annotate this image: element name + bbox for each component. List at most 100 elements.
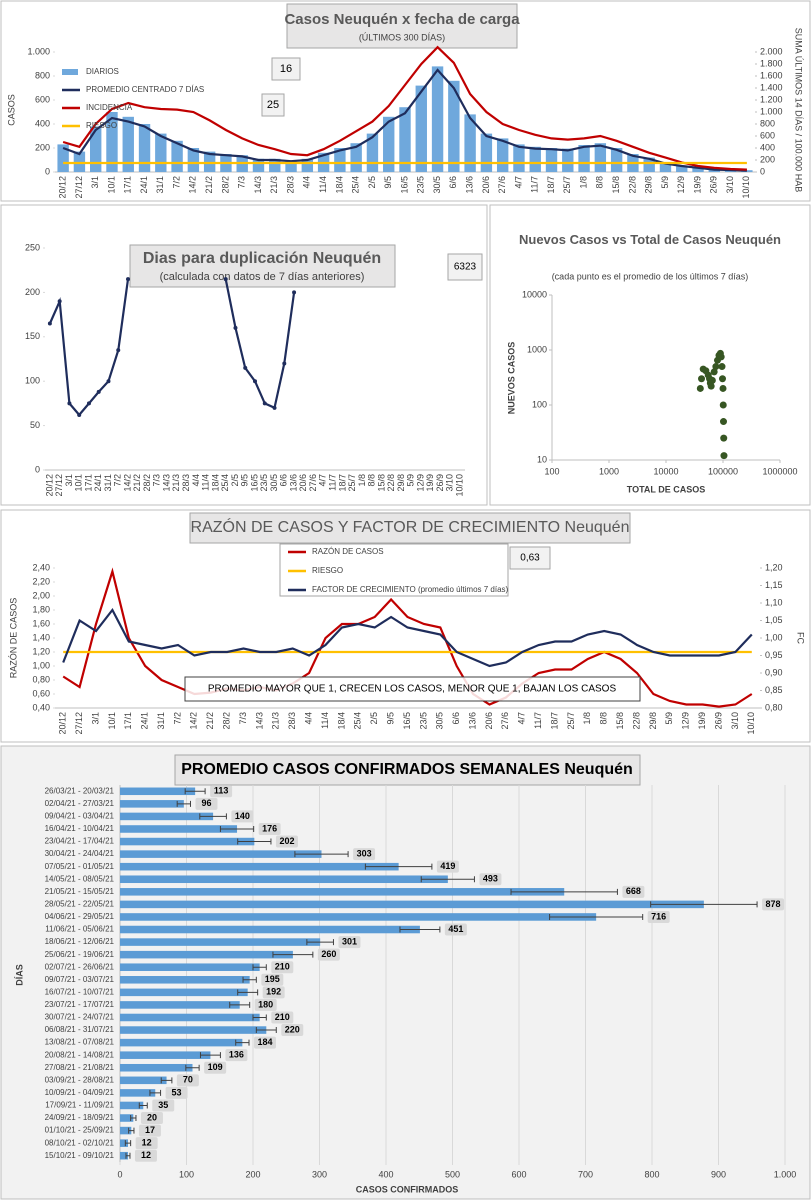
x-tick-label: 19/9: [692, 176, 702, 194]
data-label-box: [317, 948, 340, 961]
y-tick-label: 800: [35, 70, 50, 80]
line: [62, 567, 753, 708]
x-tick-label: 25/4: [351, 176, 361, 194]
x-tick-label: 10000: [653, 466, 678, 476]
x-tick-label: 25/7: [347, 474, 357, 492]
point: [720, 452, 728, 460]
bar: [269, 158, 281, 172]
y2-tick-label: 1,10: [765, 597, 783, 607]
bar: [659, 162, 672, 172]
point: [96, 389, 101, 394]
bar: [334, 148, 346, 172]
y2-tick-label: 0,80: [765, 702, 783, 712]
bar: [448, 80, 460, 172]
error-bar: [237, 989, 259, 996]
data-label: 35: [158, 1100, 168, 1110]
error-bar: [650, 901, 758, 908]
bar: [203, 151, 216, 172]
y-tick-label: 24/09/21 - 18/09/21: [45, 1113, 115, 1122]
chart-subtitle: (ÚLTIMOS 300 DÍAS): [359, 32, 445, 42]
y-tick-label: 1,40: [32, 632, 50, 642]
point: [717, 353, 725, 361]
point: [719, 384, 727, 392]
bar: [120, 900, 704, 909]
error-bar: [128, 1127, 135, 1134]
x-tick-label: 600: [511, 1169, 526, 1179]
x-tick-label: 21/3: [271, 712, 281, 730]
data-label-box: [258, 822, 281, 835]
x-tick-label: 15/8: [615, 712, 625, 730]
data-label-box: [262, 986, 285, 999]
y2-tick-label: 0,95: [765, 650, 783, 660]
data-label-box: [140, 1112, 163, 1125]
y-tick-label: 1,20: [32, 646, 50, 656]
x-tick-label: 14/3: [253, 176, 263, 194]
y-tick-label: 23/04/21 - 17/04/21: [45, 837, 115, 846]
x-tick-label: 1/8: [357, 474, 367, 487]
point: [116, 348, 121, 353]
x-tick-label: 20/12: [44, 474, 54, 497]
y-tick-label: 1000: [527, 344, 547, 354]
legend-label: DIARIOS: [86, 67, 119, 76]
x-tick-label: 10/1: [107, 712, 117, 730]
bar: [383, 116, 395, 172]
x-tick-label: 25/4: [220, 474, 230, 492]
error-bar: [199, 1052, 221, 1059]
x-tick-label: 10/1: [74, 474, 84, 492]
x-tick-label: 11/7: [328, 474, 338, 491]
x-tick-label: 21/2: [132, 474, 142, 492]
annotation-box: [261, 93, 285, 117]
y2-tick-label: 1.200: [760, 94, 783, 104]
x-tick-label: 12/9: [681, 712, 691, 730]
x-tick-label: 20/6: [481, 176, 491, 194]
x-tick-label: 18/7: [549, 712, 559, 730]
x-tick-label: 31/1: [156, 712, 166, 730]
x-tick-label: 5/9: [664, 712, 674, 725]
y2-tick-label: 0,85: [765, 685, 783, 695]
data-label-box: [479, 873, 502, 886]
y-axis-label: DÍAS: [14, 964, 24, 986]
x-tick-label: 2/5: [230, 474, 240, 487]
bar: [120, 913, 597, 921]
x-tick-label: 4/7: [318, 474, 328, 487]
x-tick-label: 19/9: [425, 474, 435, 492]
x-tick-label: 6/6: [279, 474, 289, 487]
error-bar: [130, 1115, 137, 1122]
error-bar: [306, 939, 334, 946]
point: [718, 363, 726, 371]
y-tick-label: 0,80: [32, 674, 50, 684]
error-bar: [185, 1064, 200, 1071]
x-tick-label: 17/1: [83, 474, 93, 492]
data-label: 53: [172, 1087, 182, 1097]
x-tick-label: 27/12: [54, 474, 64, 497]
data-label: 493: [483, 874, 498, 884]
x-tick-label: 10/10: [454, 474, 464, 497]
data-label-box: [225, 1049, 248, 1062]
line: [48, 278, 296, 417]
x-tick-label: 3/1: [90, 712, 100, 725]
x-tick-label: 21/2: [205, 712, 215, 730]
legend-label: INCIDENCIA: [86, 103, 133, 112]
error-bar: [160, 1077, 173, 1084]
x-tick-label: 10/10: [741, 176, 751, 199]
x-tick-label: 11/7: [530, 176, 540, 193]
y-tick-label: 100: [25, 376, 40, 386]
data-label-box: [152, 1099, 175, 1112]
data-label: 716: [651, 911, 666, 921]
bar: [415, 85, 427, 172]
data-label: 303: [357, 848, 372, 858]
x-tick-label: 21/3: [269, 176, 279, 194]
chart-title: PROMEDIO CASOS CONFIRMADOS SEMANALES Neu…: [181, 761, 633, 778]
x-tick-label: 8/8: [599, 712, 609, 725]
x-tick-label: 3/10: [730, 712, 740, 730]
error-bar: [252, 964, 267, 971]
point: [719, 418, 727, 426]
bar: [301, 158, 314, 172]
legend-box: [279, 543, 509, 597]
y2-tick-label: 1,05: [765, 615, 783, 625]
x-tick-label: 1000000: [762, 466, 797, 476]
y-tick-label: 2,00: [32, 590, 50, 600]
x-tick-label: 10/10: [746, 712, 756, 735]
x-tick-label: 16/5: [402, 712, 412, 730]
x-tick-label: 9/5: [240, 474, 250, 487]
